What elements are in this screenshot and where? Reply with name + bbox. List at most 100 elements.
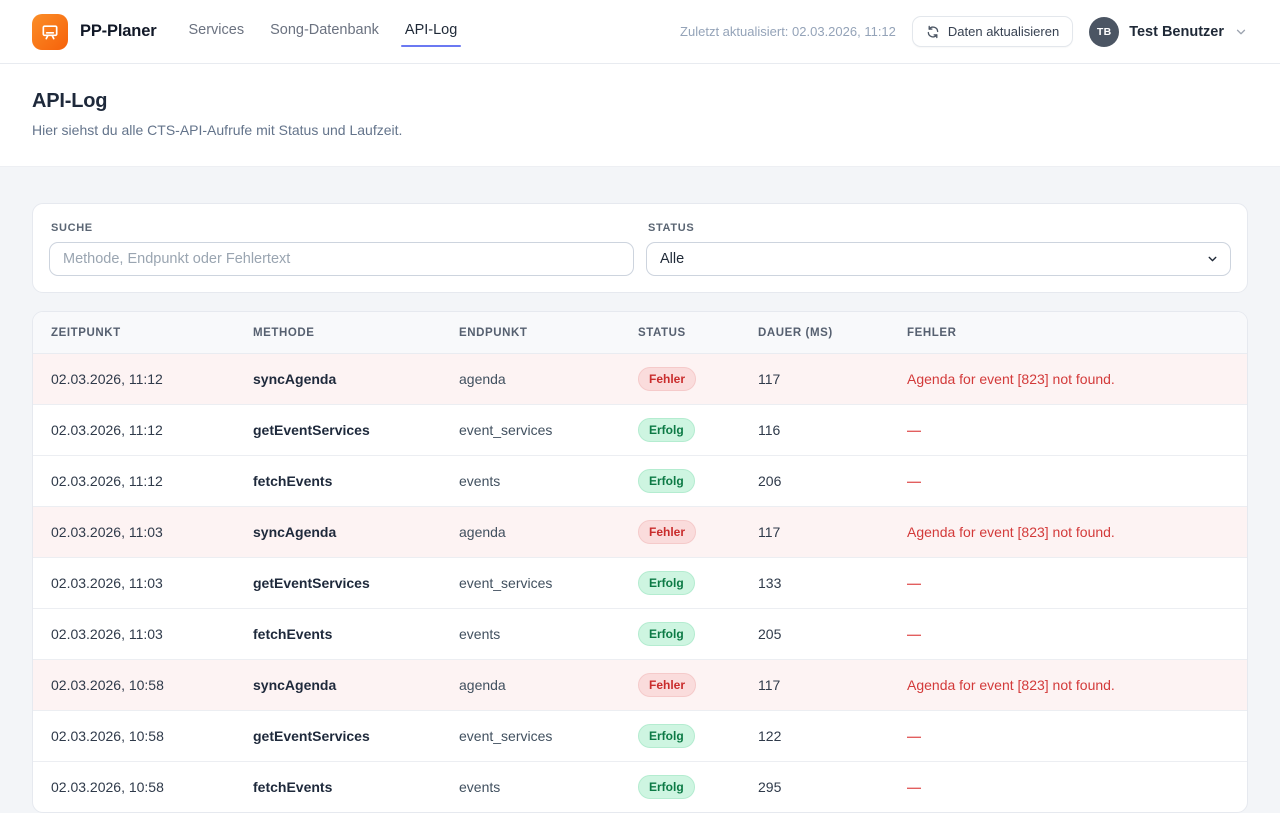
cell-methode: syncAgenda bbox=[241, 353, 447, 405]
cell-fehler: Agenda for event [823] not found. bbox=[895, 506, 1247, 558]
cell-dauer: 133 bbox=[746, 557, 895, 609]
page-header: API-Log Hier siehst du alle CTS-API-Aufr… bbox=[0, 64, 1280, 167]
user-menu[interactable]: TB Test Benutzer bbox=[1089, 16, 1248, 47]
cell-dauer: 116 bbox=[746, 404, 895, 456]
log-table-row: 02.03.2026, 11:03 syncAgenda agenda Fehler 1… bbox=[33, 506, 1247, 558]
api-log-table: Zeitpunkt Methode Endpunkt Status Dauer … bbox=[33, 312, 1247, 812]
cell-methode: fetchEvents bbox=[253, 779, 333, 795]
topbar-right: Zuletzt aktualisiert: 02.03.2026, 11:12 … bbox=[680, 16, 1248, 47]
log-table-row: 02.03.2026, 10:58 syncAgenda agenda Fehler 1… bbox=[33, 659, 1247, 711]
col-header-zeitpunkt: Zeitpunkt bbox=[33, 312, 241, 354]
cell-endpunkt: agenda bbox=[447, 353, 626, 405]
main-nav: Services Song-Datenbank API-Log bbox=[188, 18, 462, 47]
cell-methode: fetchEvents bbox=[241, 455, 447, 507]
cell-dauer: 117 bbox=[746, 659, 895, 711]
cell-dauer: 117 bbox=[746, 353, 895, 405]
cell-methode: syncAgenda bbox=[241, 506, 447, 558]
log-table-row: 02.03.2026, 11:12 getEventServices event_s… bbox=[33, 404, 1247, 456]
nav-item-api-log[interactable]: API-Log bbox=[400, 18, 462, 47]
cell-fehler: — bbox=[907, 779, 921, 795]
top-bar: PP-Planer Services Song-Datenbank API-Lo… bbox=[0, 0, 1280, 64]
status-badge: Fehler bbox=[638, 367, 697, 391]
user-avatar: TB bbox=[1089, 16, 1120, 47]
cell-endpunkt: event_services bbox=[447, 710, 626, 762]
cell-zeitpunkt: 02.03.2026, 11:12 bbox=[33, 455, 241, 507]
log-table-row: 02.03.2026, 11:12 syncAgenda agenda Fehler 1… bbox=[33, 353, 1247, 405]
page-subtitle: Hier siehst du alle CTS-API-Aufrufe mit … bbox=[32, 122, 403, 138]
cell-endpunkt: agenda bbox=[447, 506, 626, 558]
cell-dauer: 117 bbox=[746, 506, 895, 558]
brand: PP-Planer bbox=[32, 13, 157, 50]
status-badge: Erfolg bbox=[638, 622, 695, 646]
chevron-down-icon bbox=[1234, 25, 1248, 39]
last-updated-text: Zuletzt aktualisiert: 02.03.2026, 11:12 bbox=[680, 24, 896, 39]
cell-status: Fehler bbox=[626, 659, 746, 711]
cell-dauer: 206 bbox=[746, 455, 895, 507]
log-table-row: 02.03.2026, 10:58 fetchEvents events Erfolg… bbox=[33, 762, 1247, 813]
cell-methode: getEventServices bbox=[241, 557, 447, 609]
cell-endpunkt: event_services bbox=[447, 404, 626, 456]
col-header-endpunkt: Endpunkt bbox=[447, 312, 626, 354]
log-table-row: 02.03.2026, 11:12 fetchEvents events Erfolg… bbox=[33, 455, 1247, 507]
cell-fehler: — bbox=[895, 557, 1247, 609]
log-table-row: 02.03.2026, 10:58 getEventServices event_s… bbox=[33, 710, 1247, 762]
cell-dauer: 122 bbox=[746, 710, 895, 762]
refresh-data-button[interactable]: Daten aktualisieren bbox=[911, 16, 1074, 47]
cell-endpunkt: agenda bbox=[447, 659, 626, 711]
page-title: API-Log bbox=[32, 90, 108, 112]
cell-fehler: — bbox=[895, 404, 1247, 456]
status-label: Status bbox=[648, 222, 695, 234]
cell-fehler: Agenda for event [823] not found. bbox=[895, 353, 1247, 405]
cell-endpunkt: events bbox=[447, 455, 626, 507]
cell-endpunkt: event_services bbox=[447, 557, 626, 609]
status-badge: Fehler bbox=[638, 673, 697, 697]
status-badge: Erfolg bbox=[638, 724, 695, 748]
cell-zeitpunkt: 02.03.2026, 11:12 bbox=[33, 353, 241, 405]
cell-endpunkt: events bbox=[459, 779, 501, 795]
search-field-group: Suche bbox=[49, 220, 634, 276]
status-select[interactable]: Alle bbox=[646, 242, 1231, 276]
status-badge: Erfolg bbox=[638, 418, 695, 442]
nav-item-services[interactable]: Services bbox=[188, 22, 245, 38]
cell-dauer: 205 bbox=[746, 608, 895, 660]
col-header-fehler: Fehler bbox=[895, 312, 1247, 354]
cell-dauer: 295 bbox=[758, 779, 782, 795]
presentation-board-icon bbox=[40, 22, 60, 42]
refresh-icon bbox=[926, 25, 940, 39]
cell-fehler: Agenda for event [823] not found. bbox=[895, 659, 1247, 711]
cell-zeitpunkt: 02.03.2026, 10:58 bbox=[33, 659, 241, 711]
cell-zeitpunkt: 02.03.2026, 10:58 bbox=[51, 779, 164, 795]
cell-fehler: — bbox=[895, 710, 1247, 762]
cell-endpunkt: events bbox=[447, 608, 626, 660]
status-badge: Erfolg bbox=[638, 469, 695, 493]
user-name: Test Benutzer bbox=[1129, 23, 1224, 40]
status-badge: Erfolg bbox=[638, 571, 695, 595]
cell-methode: syncAgenda bbox=[241, 659, 447, 711]
cell-status: Fehler bbox=[626, 353, 746, 405]
cell-methode: getEventServices bbox=[241, 404, 447, 456]
cell-methode: fetchEvents bbox=[241, 608, 447, 660]
log-table-row: 02.03.2026, 11:03 fetchEvents events Erfolg… bbox=[33, 608, 1247, 660]
log-table-body: 02.03.2026, 11:12 syncAgenda agenda Fehler 1… bbox=[33, 353, 1247, 813]
filter-card: Suche Status Alle bbox=[32, 203, 1248, 293]
cell-zeitpunkt: 02.03.2026, 11:03 bbox=[33, 608, 241, 660]
nav-item-song-datenbank[interactable]: Song-Datenbank bbox=[270, 22, 379, 38]
col-header-status: Status bbox=[626, 312, 746, 354]
cell-status: Erfolg bbox=[626, 404, 746, 456]
app-logo bbox=[32, 13, 68, 50]
api-log-table-card: Zeitpunkt Methode Endpunkt Status Dauer … bbox=[32, 311, 1248, 813]
search-input[interactable] bbox=[49, 242, 634, 276]
refresh-button-label: Daten aktualisieren bbox=[947, 24, 1060, 39]
cell-zeitpunkt: 02.03.2026, 10:58 bbox=[33, 710, 241, 762]
cell-fehler: — bbox=[895, 455, 1247, 507]
cell-fehler: — bbox=[895, 608, 1247, 660]
status-field-group: Status Alle bbox=[646, 220, 1231, 276]
status-select-wrap: Alle bbox=[646, 242, 1231, 276]
cell-status: Fehler bbox=[626, 506, 746, 558]
log-table-row: 02.03.2026, 11:03 getEventServices event_s… bbox=[33, 557, 1247, 609]
col-header-dauer: Dauer (ms) bbox=[746, 312, 895, 354]
cell-zeitpunkt: 02.03.2026, 11:12 bbox=[33, 404, 241, 456]
cell-zeitpunkt: 02.03.2026, 11:03 bbox=[33, 506, 241, 558]
search-label: Suche bbox=[51, 222, 93, 234]
cell-status: Erfolg bbox=[626, 455, 746, 507]
